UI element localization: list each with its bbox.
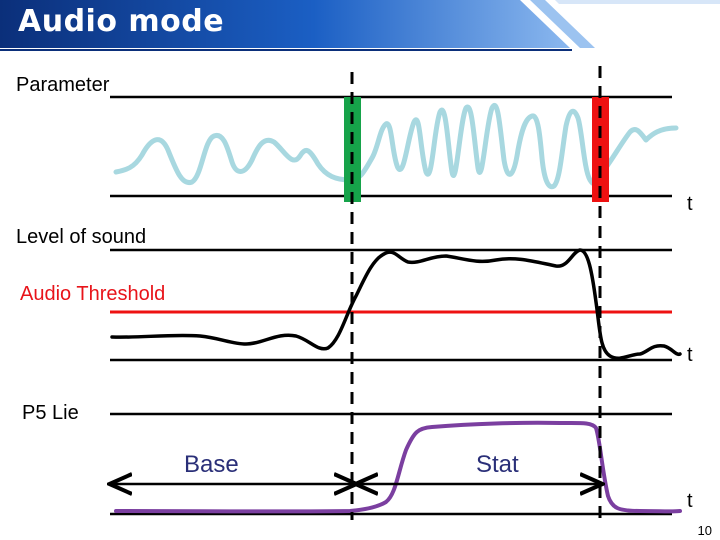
banner-stripe bbox=[530, 0, 595, 48]
threshold-label: Audio Threshold bbox=[20, 283, 166, 305]
banner-stripe-2 bbox=[555, 0, 720, 4]
lie-label: P5 Lie bbox=[22, 402, 79, 424]
banner-shape bbox=[0, 0, 570, 48]
sound-label: Level of sound bbox=[16, 226, 147, 248]
parameter-label: Parameter bbox=[16, 74, 110, 96]
parameter-axis-label: t bbox=[687, 193, 693, 215]
parameter-waveform bbox=[113, 103, 679, 190]
title-banner bbox=[0, 0, 720, 51]
slide-title: Audio mode bbox=[18, 4, 225, 39]
lie-axis-label: t bbox=[687, 490, 693, 512]
sound-level-curve bbox=[110, 248, 682, 360]
base-interval-label: Base bbox=[184, 451, 239, 478]
stat-interval-label: Stat bbox=[476, 451, 519, 478]
start-marker bbox=[344, 97, 361, 202]
lie-curve bbox=[114, 420, 682, 514]
page-number: 10 bbox=[697, 523, 712, 538]
sound-axis-label: t bbox=[687, 344, 693, 366]
